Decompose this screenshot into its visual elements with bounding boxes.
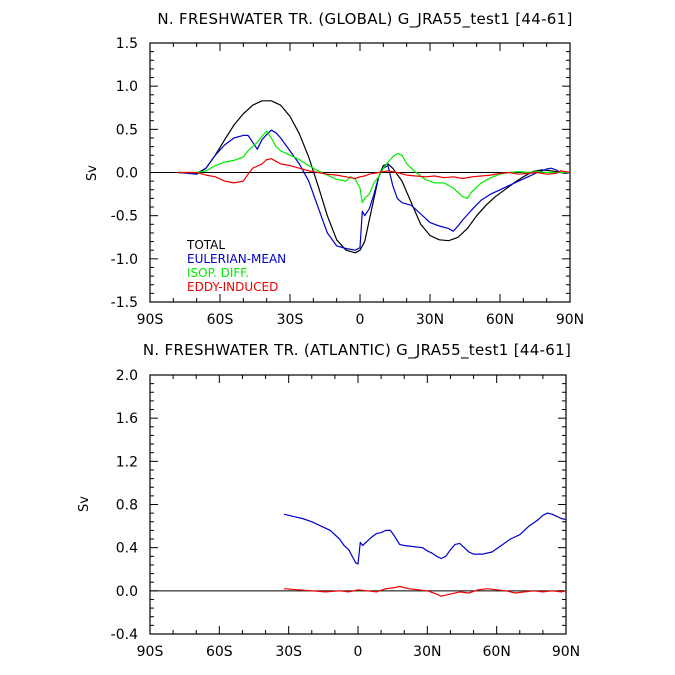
global-line-isop-diff (178, 130, 570, 204)
atlantic-xtick-label: 30N (413, 644, 441, 660)
global-xtick-label: 30N (416, 312, 444, 328)
atlantic-xtick-label: 90S (137, 644, 164, 660)
atlantic-panel: N. FRESHWATER TR. (ATLANTIC) G_JRA55_tes… (77, 341, 580, 660)
global-line-eddy-induced (178, 158, 571, 184)
legend-isop-diff: ISOP. DIFF. (187, 266, 249, 280)
global-xtick-label: 60S (207, 312, 234, 328)
atlantic-xtick-label: 30S (275, 644, 302, 660)
global-xtick-label: 90N (556, 312, 584, 328)
global-ytick-label: 0.5 (116, 122, 138, 138)
global-ytick-label: 1.0 (116, 79, 138, 95)
global-legend: TOTAL EULERIAN-MEAN ISOP. DIFF. EDDY-IND… (186, 238, 286, 294)
legend-total: TOTAL (186, 238, 225, 252)
atlantic-line-series-1 (283, 585, 567, 597)
global-xtick-label: 0 (356, 312, 365, 328)
atlantic-ytick-label: 0.0 (116, 584, 138, 600)
atlantic-xtick-label: 60S (206, 644, 233, 660)
global-panel: N. FRESHWATER TR. (GLOBAL) G_JRA55_test1… (85, 10, 584, 328)
global-ytick-label: 1.5 (116, 36, 138, 52)
atlantic-ytick-label: -0.4 (111, 627, 138, 643)
global-ytick-label: -1.0 (111, 252, 138, 268)
atlantic-ylabel: Sv (77, 496, 92, 512)
global-ytick-label: -1.5 (111, 295, 138, 311)
atlantic-ytick-label: 0.8 (116, 498, 138, 514)
atlantic-xtick-label: 0 (354, 644, 363, 660)
global-ytick-label: -0.5 (111, 209, 138, 225)
atlantic-ytick-label: 1.6 (116, 411, 138, 427)
global-xtick-label: 60N (486, 312, 514, 328)
atlantic-line-series-0 (283, 512, 567, 565)
atlantic-ytick-label: 2.0 (116, 368, 138, 384)
legend-eulerian-mean: EULERIAN-MEAN (187, 252, 286, 266)
atlantic-title: N. FRESHWATER TR. (ATLANTIC) G_JRA55_tes… (143, 341, 571, 360)
global-title: N. FRESHWATER TR. (GLOBAL) G_JRA55_test1… (157, 10, 572, 29)
global-xtick-label: 30S (277, 312, 304, 328)
atlantic-ytick-label: 0.4 (116, 541, 138, 557)
atlantic-xtick-label: 90N (552, 644, 580, 660)
global-line-eulerian-mean (177, 129, 571, 251)
global-xtick-label: 90S (137, 312, 164, 328)
global-line-total (177, 100, 570, 254)
global-ylabel: Sv (85, 165, 100, 181)
global-ytick-label: 0.0 (116, 166, 138, 182)
legend-eddy-induced: EDDY-INDUCED (187, 280, 278, 294)
atlantic-plot-frame (149, 374, 567, 635)
atlantic-ytick-label: 1.2 (116, 454, 138, 470)
atlantic-xtick-label: 60N (483, 644, 511, 660)
